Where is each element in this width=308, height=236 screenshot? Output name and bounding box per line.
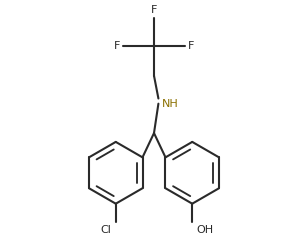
Text: OH: OH (197, 225, 214, 235)
Text: Cl: Cl (100, 225, 111, 235)
Text: F: F (114, 41, 120, 51)
Text: F: F (151, 5, 157, 15)
Text: NH: NH (162, 99, 179, 109)
Text: F: F (188, 41, 194, 51)
